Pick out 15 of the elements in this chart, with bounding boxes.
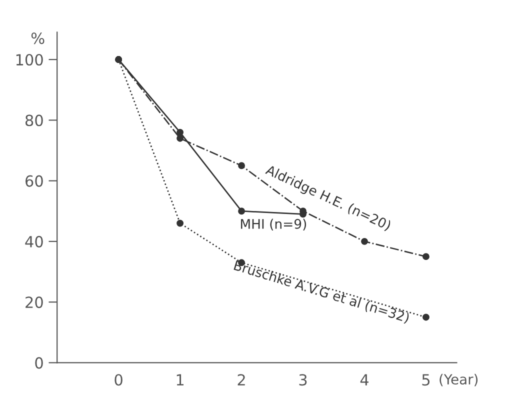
y-tick-label: 60 <box>26 175 43 187</box>
x-tick-label: 3 <box>299 374 307 386</box>
x-tick-label: 1 <box>176 374 184 386</box>
x-tick-label: 0 <box>114 374 122 386</box>
y-tick-label: 80 <box>25 114 43 126</box>
y-tick-label: 0 <box>35 357 43 369</box>
y-tick-label: 40 <box>25 236 43 248</box>
y-tick-label: 20 <box>26 296 43 308</box>
x-tick-label: 2 <box>238 374 245 386</box>
series-label: MHI (n=9) <box>240 218 306 230</box>
x-axis-title: (Year) <box>440 374 478 386</box>
x-tick-label: 4 <box>360 374 368 386</box>
y-axis-title: % <box>31 32 44 44</box>
y-tick-label: 100 <box>16 54 43 66</box>
x-tick-label: 5 <box>422 374 430 386</box>
